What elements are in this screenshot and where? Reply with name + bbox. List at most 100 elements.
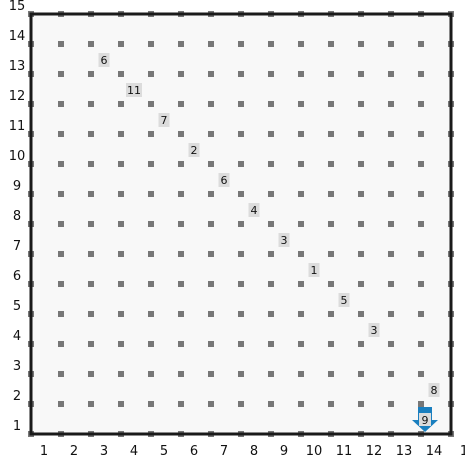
clue-tag-background (308, 263, 320, 277)
grid-dot (388, 341, 394, 347)
grid-dot (238, 281, 244, 287)
grid-dot (358, 131, 364, 137)
grid-dot (148, 281, 154, 287)
grid-dot (178, 131, 184, 137)
grid-dot (418, 221, 424, 227)
clue-layer[interactable]: 6 11 7 2 6 4 3 1 5 3 8 (98, 53, 440, 397)
grid-dot (268, 251, 274, 257)
grid-dot (238, 131, 244, 137)
clue-value: 7 (161, 114, 168, 127)
grid-dot (58, 341, 64, 347)
y-axis-label: 4 (13, 329, 21, 344)
grid-dot (388, 191, 394, 197)
grid-dot (58, 101, 64, 107)
grid-dot (298, 191, 304, 197)
cursor-marker[interactable]: 9 (412, 407, 438, 432)
clue-tag[interactable]: 2 (188, 143, 200, 157)
clue-value: 11 (127, 84, 141, 97)
x-axis-label: 10 (306, 444, 323, 459)
grid-dot (238, 71, 244, 77)
clue-tag-background (368, 323, 380, 337)
grid-dot (358, 311, 364, 317)
grid-dot (238, 251, 244, 257)
grid-dot (388, 161, 394, 167)
grid-dot (298, 71, 304, 77)
clue-tag[interactable]: 11 (126, 83, 142, 97)
x-axis-label: 6 (190, 444, 198, 459)
grid-dot (88, 221, 94, 227)
grid-dot (298, 131, 304, 137)
grid-dot (328, 371, 334, 377)
y-axis-label: 13 (9, 59, 26, 74)
grid-dot (118, 251, 124, 257)
grid-dot (328, 71, 334, 77)
clue-value: 8 (431, 384, 438, 397)
grid-dot (418, 41, 424, 47)
x-axis-label: 1 (460, 444, 465, 459)
grid-dot (208, 41, 214, 47)
x-axis-label: 12 (366, 444, 383, 459)
clue-tag[interactable]: 1 (308, 263, 320, 277)
grid-dot (148, 131, 154, 137)
clue-value: 6 (221, 174, 228, 187)
grid-dot (358, 71, 364, 77)
clue-tag-background (98, 53, 110, 67)
grid-dot (238, 311, 244, 317)
clue-tag[interactable]: 4 (248, 203, 260, 217)
clue-tag[interactable]: 3 (368, 323, 380, 337)
clue-value: 1 (311, 264, 318, 277)
grid-dot (148, 341, 154, 347)
grid-dot (388, 401, 394, 407)
grid-dot (358, 221, 364, 227)
clue-tag[interactable]: 5 (338, 293, 350, 307)
grid-dot (208, 281, 214, 287)
grid-dot (418, 161, 424, 167)
clue-value: 3 (371, 324, 378, 337)
clue-tag[interactable]: 8 (428, 383, 440, 397)
grid-dot (298, 161, 304, 167)
grid-dot (328, 341, 334, 347)
y-axis-label: 3 (13, 359, 21, 374)
x-axis-label: 1 (40, 444, 48, 459)
y-axis-label: 15 (9, 0, 26, 14)
clue-tag[interactable]: 6 (218, 173, 230, 187)
grid-dot (358, 161, 364, 167)
grid-dot (328, 251, 334, 257)
grid-dot (208, 341, 214, 347)
y-axis-label: 12 (9, 89, 26, 104)
clue-tag[interactable]: 3 (278, 233, 290, 247)
grid-dot (418, 101, 424, 107)
grid-dot (118, 341, 124, 347)
grid-dot (88, 251, 94, 257)
grid-dot (298, 221, 304, 227)
board-frame (29, 12, 453, 436)
grid-dot (208, 161, 214, 167)
y-axis-label: 6 (13, 269, 21, 284)
grid-dot (88, 41, 94, 47)
grid-dot (58, 71, 64, 77)
grid-dot (148, 41, 154, 47)
grid-dot (298, 341, 304, 347)
grid-dot (178, 281, 184, 287)
clue-tag[interactable]: 7 (158, 113, 170, 127)
grid-dot (358, 191, 364, 197)
clue-value: 3 (281, 234, 288, 247)
y-axis-label: 2 (13, 389, 21, 404)
grid-dot (358, 281, 364, 287)
grid-dot (358, 101, 364, 107)
clue-tag[interactable]: 6 (98, 53, 110, 67)
grid-dot (268, 131, 274, 137)
grid-dot (148, 221, 154, 227)
grid-dot (148, 101, 154, 107)
grid-dot (178, 41, 184, 47)
grid-dot (358, 251, 364, 257)
clue-tag-background (338, 293, 350, 307)
grid-dot (298, 251, 304, 257)
x-axis-label: 14 (426, 444, 443, 459)
grid-dot (208, 131, 214, 137)
grid-dot (208, 371, 214, 377)
y-axis-label: 14 (9, 29, 26, 44)
grid-dot (268, 161, 274, 167)
clue-value: 2 (191, 144, 198, 157)
